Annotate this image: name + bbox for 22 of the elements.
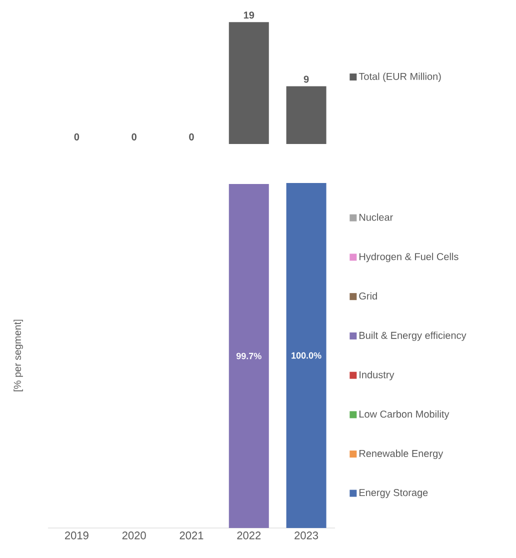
x-tick-label: 2021 <box>180 532 204 540</box>
data-label: 0 <box>74 133 80 140</box>
legend-label: Low Carbon Mobility <box>359 410 450 420</box>
data-label: 100.0% <box>292 352 322 359</box>
x-tick-label: 2023 <box>294 532 318 540</box>
data-label: 0 <box>132 133 136 140</box>
x-tick-label: 2019 <box>65 532 88 540</box>
x-tick-label: 2020 <box>122 532 146 540</box>
data-label: 9 <box>304 76 309 83</box>
legend-label: Nuclear <box>359 213 393 221</box>
data-label: 99.7% <box>236 352 262 360</box>
data-label: 19 <box>244 12 254 19</box>
legend-label: Total (EUR Million) <box>358 72 441 82</box>
legend-label: Built & Energy efficiency <box>359 332 466 341</box>
legend-label: Grid <box>359 292 377 300</box>
legend-label: Energy Storage <box>359 489 428 498</box>
legend-label: Industry <box>360 370 394 380</box>
data-label: 0 <box>189 133 194 140</box>
y-axis-title: [% per segment] <box>14 320 23 392</box>
legend-label: Hydrogen & Fuel Cells <box>359 252 458 262</box>
legend-label: Renewable Energy <box>359 450 444 459</box>
x-tick-label: 2022 <box>237 532 261 540</box>
